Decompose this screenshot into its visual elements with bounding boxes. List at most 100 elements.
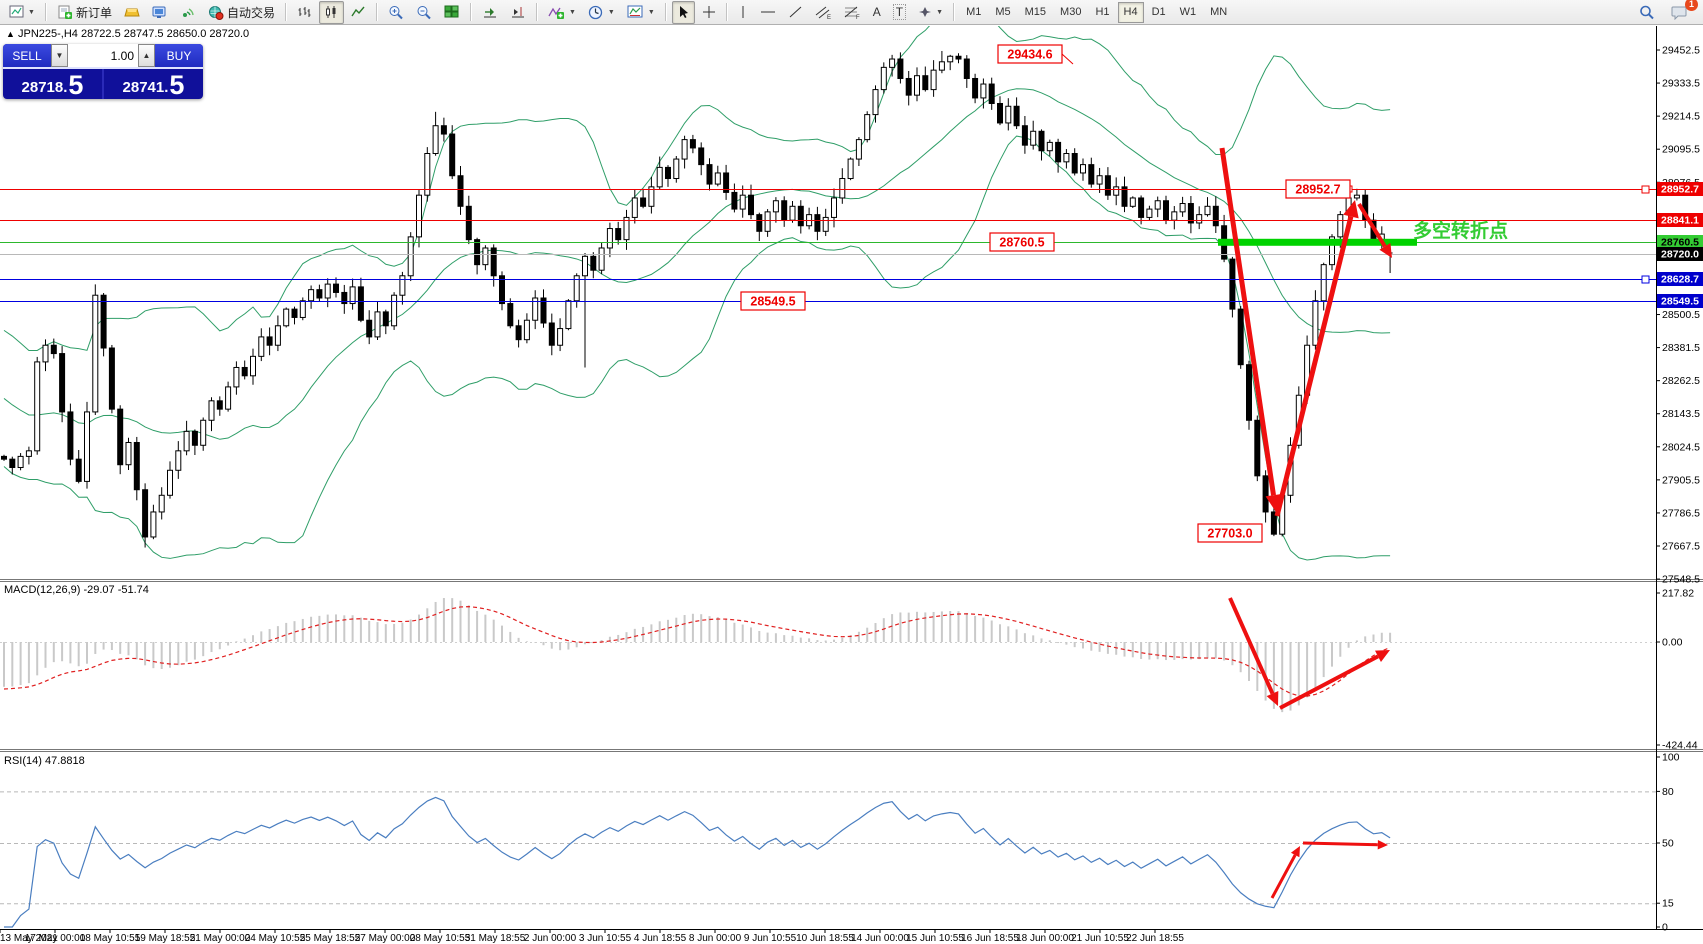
svg-text:21 May 00:00: 21 May 00:00 <box>190 933 251 944</box>
svg-text:27548.5: 27548.5 <box>1662 574 1700 586</box>
terminal-button[interactable] <box>147 1 173 24</box>
autotrading-button[interactable]: 自动交易 <box>203 1 280 24</box>
volume-increase-button[interactable]: ▲ <box>138 44 155 67</box>
bar-chart-button[interactable] <box>292 1 317 24</box>
new-order-button[interactable]: 新订单 <box>52 1 117 24</box>
price-label-box[interactable]: 28952.7 <box>1285 179 1353 199</box>
main-toolbar: ▼ 新订单 自动交易 ▼ <box>0 0 1703 25</box>
crosshair-icon <box>702 6 715 18</box>
svg-text:9 Jun 10:55: 9 Jun 10:55 <box>744 933 797 944</box>
shapes-tool-button[interactable]: ▼ <box>913 1 948 24</box>
collapse-triangle-icon[interactable]: ▲ <box>6 29 15 39</box>
zoom-in-icon <box>389 5 403 19</box>
timeframe-H4[interactable]: H4 <box>1117 1 1144 23</box>
svg-text:29095.5: 29095.5 <box>1662 144 1700 156</box>
hline-28628.7[interactable] <box>0 275 1656 284</box>
chevron-down-icon: ▼ <box>28 8 35 16</box>
timeframe-M1[interactable]: M1 <box>966 5 982 18</box>
notifications-button[interactable]: 1 <box>1666 0 1698 24</box>
sell-price-big-digit: 5 <box>68 70 84 99</box>
svg-text:多空转折点: 多空转折点 <box>1413 219 1508 242</box>
svg-text:18 May 10:55: 18 May 10:55 <box>80 933 141 944</box>
timeframe-bar: M1 M5 M15 M30 H1 H4 D1 W1 MN <box>960 1 1233 23</box>
timeframe-M15[interactable]: M15 <box>1024 5 1047 18</box>
templates-button[interactable]: ▼ <box>622 1 660 24</box>
svg-text:25 May 18:55: 25 May 18:55 <box>300 933 361 944</box>
svg-text:28549.5: 28549.5 <box>750 295 795 309</box>
market-watch-button[interactable] <box>119 1 145 24</box>
separator <box>375 3 378 21</box>
vertical-line-tool-button[interactable] <box>733 1 753 24</box>
turning-point-segment[interactable] <box>1218 238 1417 246</box>
price-label-box[interactable]: 29434.6 <box>997 44 1074 65</box>
tile-windows-button[interactable] <box>439 1 465 24</box>
svg-text:28720.0: 28720.0 <box>1661 249 1699 261</box>
candles <box>1 50 1393 548</box>
candlestick-chart-button[interactable] <box>318 0 344 24</box>
line-chart-button[interactable] <box>346 1 371 24</box>
timeframe-H1[interactable]: H1 <box>1095 5 1110 18</box>
autotrading-label: 自动交易 <box>226 5 275 20</box>
auto-scroll-icon <box>483 8 496 18</box>
svg-text:27703.0: 27703.0 <box>1207 527 1252 541</box>
signals-button[interactable] <box>175 1 201 24</box>
search-button[interactable] <box>1634 1 1660 24</box>
svg-text:19 May 18:55: 19 May 18:55 <box>135 933 196 944</box>
channel-tool-button[interactable]: E <box>810 1 837 24</box>
bollinger-bands <box>3 26 1391 561</box>
gold-ingot-icon <box>124 8 140 17</box>
sell-button[interactable]: SELL <box>3 44 51 67</box>
label-tool-button[interactable]: T <box>888 1 911 24</box>
svg-text:10 Jun 18:55: 10 Jun 18:55 <box>796 933 854 944</box>
tile-windows-icon <box>444 5 459 18</box>
turning-point-annotation[interactable]: 多空转折点 <box>1413 219 1508 242</box>
trend-arrows-main[interactable] <box>1219 147 1392 517</box>
timeframe-M5[interactable]: M5 <box>995 5 1011 18</box>
indicators-icon <box>548 7 564 19</box>
auto-scroll-button[interactable] <box>477 1 503 24</box>
timeframe-M30[interactable]: M30 <box>1060 5 1082 18</box>
price-label-box[interactable]: 27703.0 <box>1197 523 1263 543</box>
zoom-in-button[interactable] <box>383 1 409 24</box>
zoom-out-button[interactable] <box>411 1 437 24</box>
volume-input[interactable] <box>68 44 138 67</box>
timeframe-D1[interactable]: D1 <box>1151 5 1166 18</box>
rsi-axis: 100 80 50 15 0 <box>1656 752 1680 934</box>
price-label-box[interactable]: 28549.5 <box>740 291 806 311</box>
indicators-button[interactable]: ▼ <box>543 1 581 24</box>
trendline-tool-button[interactable] <box>783 1 808 24</box>
svg-text:28628.7: 28628.7 <box>1661 274 1699 286</box>
timeframe-W1[interactable]: W1 <box>1179 5 1197 18</box>
buy-button[interactable]: BUY <box>155 44 203 67</box>
rsi-panel <box>0 791 1656 928</box>
svg-text:17 May 00:00: 17 May 00:00 <box>25 933 86 944</box>
chart-shift-button[interactable] <box>505 1 531 24</box>
trend-arrows-macd[interactable] <box>1228 597 1390 710</box>
buy-price[interactable]: 28741. 5 <box>104 69 203 99</box>
cursor-tool-button[interactable] <box>671 0 695 24</box>
price-label-box[interactable]: 28760.5 <box>989 232 1055 252</box>
text-tool-button[interactable]: A <box>868 1 886 24</box>
macd-label: MACD(12,26,9) -29.07 -51.74 <box>4 584 149 596</box>
svg-text:28549.5: 28549.5 <box>1661 296 1699 308</box>
separator <box>44 3 47 21</box>
sell-price[interactable]: 28718. 5 <box>3 69 102 99</box>
fibonacci-tool-button[interactable]: F <box>839 1 866 24</box>
search-icon <box>1640 5 1654 19</box>
trend-arrows-rsi[interactable] <box>1270 839 1388 899</box>
chevron-down-icon: ▼ <box>607 8 615 16</box>
horizontal-line-tool-button[interactable] <box>755 1 781 24</box>
buy-price-main: 28741. <box>122 79 169 96</box>
timeframe-MN[interactable]: MN <box>1210 5 1228 18</box>
periods-button[interactable]: ▼ <box>583 1 620 24</box>
chevron-down-icon: ▼ <box>568 8 576 16</box>
svg-text:100: 100 <box>1662 752 1680 764</box>
crosshair-tool-button[interactable] <box>697 1 721 24</box>
clock-icon <box>588 5 603 19</box>
volume-decrease-button[interactable]: ▼ <box>51 44 68 67</box>
hline-28952.7[interactable] <box>0 185 1656 194</box>
chart-window-button[interactable]: ▼ <box>4 1 40 24</box>
svg-text:28952.7: 28952.7 <box>1661 184 1699 196</box>
